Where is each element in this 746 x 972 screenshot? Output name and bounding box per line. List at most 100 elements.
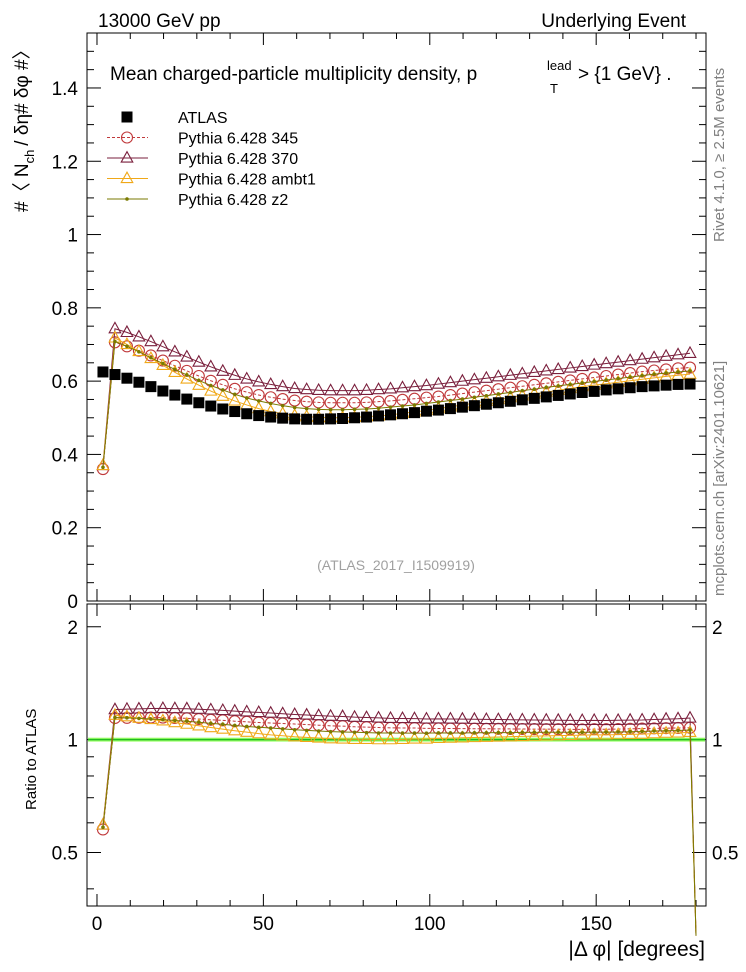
pythia-6-428-z2-point [173, 367, 177, 372]
atlas-point [600, 384, 612, 396]
pythia-6-428-345-ratio-point [552, 723, 565, 736]
pythia-6-428-z2-ratio-point [448, 731, 453, 735]
pythia-6-428-z2-ratio-point [484, 731, 489, 735]
pythia-6-428-370-ratio-point [527, 712, 541, 725]
pythia-6-428-370-point [671, 347, 685, 360]
y-tick-label-ratio-right: 0.5 [712, 844, 738, 865]
pythia-6-428-z2-point [448, 398, 453, 403]
pythia-6-428-ambt1-ratio-point [455, 730, 470, 743]
pythia-6-428-370-point [635, 351, 649, 364]
x-tick-label: 150 [580, 914, 612, 935]
pythia-6-428-ambt1-ratio-point [204, 720, 218, 733]
atlas-point [660, 379, 672, 391]
pythia-6-428-370-point [120, 324, 134, 338]
pythia-6-428-z2-point [244, 396, 249, 400]
pythia-6-428-ambt1-ratio-point [623, 726, 637, 740]
atlas-point [552, 389, 564, 401]
pythia-6-428-ambt1-ratio-point [132, 710, 146, 723]
pythia-6-428-z2-ratio-point [640, 729, 644, 734]
y-axis-label-rest: / δη# δφ #〉 [11, 40, 33, 145]
pythia-6-428-370-point [647, 350, 661, 363]
pythia-6-428-ambt1-ratio-point [347, 731, 362, 744]
x-tick-label: 50 [253, 914, 274, 935]
pythia-6-428-z2-point [388, 405, 393, 409]
plot-title-sub: T [550, 81, 558, 96]
pythia-6-428-ambt1-ratio-point [311, 730, 326, 743]
pythia-6-428-z2-point [676, 370, 680, 374]
pythia-6-428-z2-point [328, 407, 333, 412]
pythia-6-428-ambt1-ratio-point [228, 723, 242, 736]
pythia-6-428-370-point [419, 378, 434, 391]
pythia-6-428-370-ratio-point [275, 706, 290, 719]
pythia-6-428-z2-point [316, 407, 321, 412]
pythia-6-428-ambt1-ratio-point [335, 731, 350, 744]
pythia-6-428-370-ratio-point [443, 711, 458, 724]
pythia-6-428-ambt1-point [204, 383, 218, 396]
pythia-6-428-370-ratio-point [539, 712, 553, 725]
atlas-point [277, 412, 289, 424]
pythia-6-428-ambt1-ratio-point [563, 727, 577, 741]
atlas-point [313, 413, 325, 425]
pythia-6-428-370-point [551, 361, 565, 375]
pythia-6-428-z2-ratio-point [125, 716, 129, 720]
pythia-6-428-345-point [683, 361, 697, 374]
pythia-6-428-z2-ratio-point [256, 725, 261, 730]
pythia-6-428-370-ratio-point [659, 711, 673, 724]
pythia-6-428-370-point [335, 383, 350, 396]
legend-marker-pythia-6-428-z2 [125, 197, 129, 201]
pythia-6-428-370-point [347, 383, 362, 396]
pythia-6-428-z2-point [280, 403, 285, 408]
pythia-6-428-370-point [683, 345, 697, 358]
pythia-6-428-370-point [575, 359, 589, 372]
pythia-6-428-z2-point [304, 406, 309, 411]
pythia-6-428-345-line [102, 341, 691, 470]
pythia-6-428-345-point [671, 362, 685, 375]
pythia-6-428-z2-ratio-point [292, 727, 297, 732]
pythia-6-428-z2-ratio-point [652, 729, 656, 733]
pythia-6-428-z2-ratio-point [436, 731, 441, 735]
pythia-6-428-z2-line [102, 340, 691, 468]
atlas-point [241, 408, 253, 420]
atlas-point [385, 409, 397, 421]
pythia-6-428-z2-ratio-point [496, 730, 501, 735]
pythia-6-428-370-ratio-point [683, 710, 697, 723]
pythia-6-428-370-ratio-point [479, 711, 494, 725]
atlas-point [301, 413, 313, 425]
atlas-point [169, 389, 181, 401]
pythia-6-428-z2-point [484, 393, 489, 398]
atlas-point [133, 376, 145, 388]
pythia-6-428-ambt1-ratio-point [611, 727, 625, 740]
pythia-6-428-z2-ratio-point [316, 729, 321, 733]
pythia-6-428-ambt1-ratio-point [240, 724, 254, 737]
pythia-6-428-ambt1-ratio-point [599, 727, 613, 740]
pythia-6-428-z2-ratio-point [508, 730, 513, 735]
pythia-6-428-370-ratio-point [156, 700, 170, 714]
pythia-6-428-ambt1-ratio-point [216, 721, 230, 734]
header-right: Underlying Event [541, 11, 686, 32]
legend-marker-pythia-6-428-345 [120, 131, 134, 144]
plot-title-tail: > {1 GeV} . [578, 64, 672, 85]
plot-title-main: Mean charged-particle multiplicity densi… [110, 64, 477, 85]
pythia-6-428-370-ratio-point [180, 701, 194, 714]
pythia-6-428-z2-point [376, 406, 381, 411]
pythia-6-428-ambt1-ratio-point [587, 727, 601, 740]
pythia-6-428-370-point [443, 375, 458, 388]
pythia-6-428-ambt1-ratio-point [419, 731, 434, 744]
pythia-6-428-370-ratio-point [647, 712, 661, 725]
pythia-6-428-370-point [395, 380, 410, 393]
pythia-6-428-345-point [240, 386, 253, 399]
pythia-6-428-370-ratio-point [455, 711, 470, 724]
pythia-6-428-ambt1-point [216, 388, 230, 401]
y-tick-label-main: 1.2 [52, 152, 78, 173]
y-axis-label-sub: ch [22, 150, 37, 164]
pythia-6-428-ambt1-ratio-point [299, 729, 314, 743]
pythia-6-428-z2-point [113, 339, 117, 344]
pythia-6-428-z2-ratio-point [472, 730, 477, 735]
pythia-6-428-370-ratio-point [587, 712, 601, 725]
pythia-6-428-370-point [275, 379, 290, 392]
x-axis-label: |Δ φ| [degrees] [568, 938, 705, 961]
pythia-6-428-ambt1-ratio-point [671, 725, 685, 738]
y-tick-label-main: 0.6 [52, 372, 78, 393]
pythia-6-428-370-ratio-point [299, 707, 314, 720]
atlas-point [684, 378, 696, 390]
